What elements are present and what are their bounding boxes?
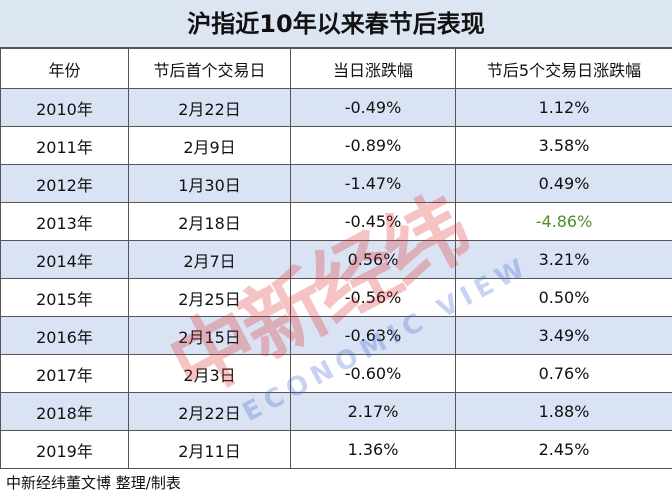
table-row: 2014年 2月7日 0.56% 3.21% xyxy=(0,240,672,279)
table-cell: 2016年 xyxy=(0,316,129,355)
table-cell: -0.60% xyxy=(290,354,456,393)
table-row: 2013年 2月18日 -0.45% -4.86% xyxy=(0,202,672,241)
table-cell: -0.56% xyxy=(290,278,456,317)
table-row: 2011年 2月9日 -0.89% 3.58% xyxy=(0,126,672,165)
table-cell: 3.58% xyxy=(455,126,672,165)
table-cell: 2013年 xyxy=(0,202,129,241)
table-body: 2010年 2月22日 -0.49% 1.12% 2011年 2月9日 -0.89% 3.58… xyxy=(0,88,672,469)
table-cell: 2月9日 xyxy=(128,126,291,165)
table-cell: 0.50% xyxy=(455,278,672,317)
table-cell: -0.45% xyxy=(290,202,456,241)
table-cell: 2017年 xyxy=(0,354,129,393)
table-cell: 2010年 xyxy=(0,88,129,127)
table-row: 2016年 2月15日 -0.63% 3.49% xyxy=(0,316,672,355)
table-cell: 2月25日 xyxy=(128,278,291,317)
table-cell: -0.49% xyxy=(290,88,456,127)
table-cell: 0.76% xyxy=(455,354,672,393)
table-cell: 3.21% xyxy=(455,240,672,279)
column-header: 节后首个交易日 xyxy=(128,48,291,89)
table-cell: 2014年 xyxy=(0,240,129,279)
footer: 中新经纬董文博 整理/制表 xyxy=(6,474,181,492)
table-cell: 2月15日 xyxy=(128,316,291,355)
table-cell: 1.88% xyxy=(455,392,672,431)
table-cell: 2011年 xyxy=(0,126,129,165)
table-cell: 1月30日 xyxy=(128,164,291,203)
table-cell: 2月22日 xyxy=(128,88,291,127)
table-cell: 2.17% xyxy=(290,392,456,431)
table-cell: 2月22日 xyxy=(128,392,291,431)
table-cell: 3.49% xyxy=(455,316,672,355)
column-header: 节后5个交易日涨跌幅 xyxy=(455,48,672,89)
table-cell: 2月11日 xyxy=(128,430,291,469)
table-cell: 2012年 xyxy=(0,164,129,203)
table-cell: 2018年 xyxy=(0,392,129,431)
table-row: 2015年 2月25日 -0.56% 0.50% xyxy=(0,278,672,317)
table-row: 2019年 2月11日 1.36% 2.45% xyxy=(0,430,672,469)
column-header: 年份 xyxy=(0,48,129,89)
table-cell: -0.89% xyxy=(290,126,456,165)
table-cell: 2019年 xyxy=(0,430,129,469)
data-table: 年份 节后首个交易日 当日涨跌幅 节后5个交易日涨跌幅 2010年 2月22日 -0.49… xyxy=(0,48,672,469)
table-cell: -0.63% xyxy=(290,316,456,355)
table-cell: 0.56% xyxy=(290,240,456,279)
table-cell: -4.86% xyxy=(455,202,672,241)
table-cell: 0.49% xyxy=(455,164,672,203)
table-cell: -1.47% xyxy=(290,164,456,203)
table-cell: 1.12% xyxy=(455,88,672,127)
table-cell: 2月3日 xyxy=(128,354,291,393)
table-row: 2012年 1月30日 -1.47% 0.49% xyxy=(0,164,672,203)
table-cell: 2015年 xyxy=(0,278,129,317)
table-cell: 1.36% xyxy=(290,430,456,469)
table-cell: 2.45% xyxy=(455,430,672,469)
title: 沪指近10年以来春节后表现 xyxy=(0,0,672,48)
table-cell: 2月18日 xyxy=(128,202,291,241)
table-cell: 2月7日 xyxy=(128,240,291,279)
table-row: 2018年 2月22日 2.17% 1.88% xyxy=(0,392,672,431)
table-row: 2017年 2月3日 -0.60% 0.76% xyxy=(0,354,672,393)
table-row: 2010年 2月22日 -0.49% 1.12% xyxy=(0,88,672,127)
column-header: 当日涨跌幅 xyxy=(290,48,456,89)
header-row: 年份 节后首个交易日 当日涨跌幅 节后5个交易日涨跌幅 xyxy=(0,48,672,89)
